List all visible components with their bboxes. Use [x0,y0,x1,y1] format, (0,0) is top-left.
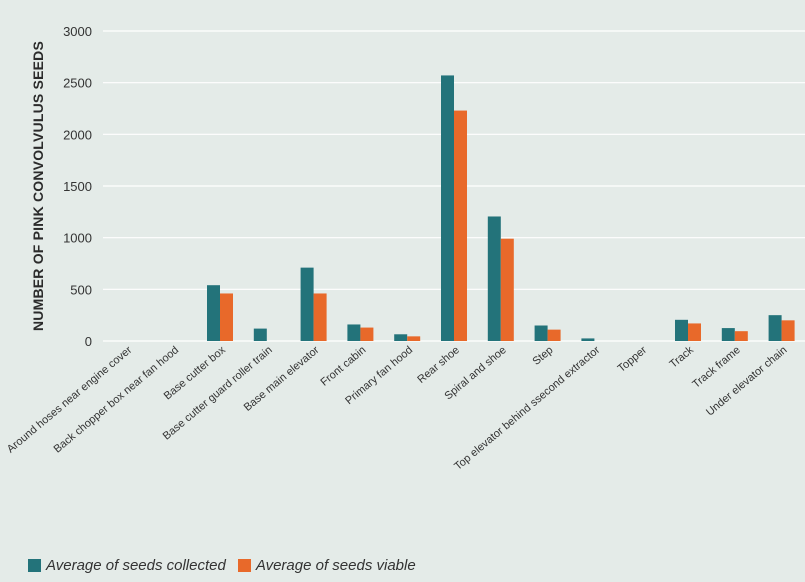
bar-collected-14 [768,315,782,341]
bar-viable-13 [734,331,748,341]
y-tick-label: 2000 [63,127,92,142]
bar-viable-6 [407,336,421,341]
legend: Average of seeds collected Average of se… [28,557,422,574]
bar-collected-6 [394,334,408,341]
bar-viable-9 [547,329,561,341]
y-tick-label: 3000 [63,24,92,39]
y-tick-label: 1500 [63,179,92,194]
legend-swatch-collected [28,559,41,572]
bar-collected-8 [487,216,501,341]
bar-collected-3 [253,328,267,341]
y-tick-label: 0 [85,334,92,349]
bar-collected-2 [207,285,220,341]
x-category-label: Rear shoe [415,344,462,386]
bar-collected-4 [300,267,314,341]
bar-collected-13 [721,328,735,341]
bar-viable-2 [220,293,233,341]
x-category-label: Under elevator chain [704,344,789,418]
bar-viable-14 [781,320,795,341]
bar-collected-9 [534,325,548,341]
bar-viable-4 [313,293,327,341]
y-axis-ticks: 0 500 1000 1500 2000 2500 3000 [63,24,92,349]
legend-entry-collected: Average of seeds collected [28,557,226,574]
legend-label-viable: Average of seeds viable [255,557,416,574]
x-category-label: Topper [616,344,650,375]
bar-viable-8 [500,238,514,341]
bar-collected-5 [347,324,361,341]
bar-viable-5 [360,327,374,341]
y-tick-label: 500 [70,282,92,297]
bar-viable-7 [454,110,467,341]
y-tick-label: 2500 [63,76,92,91]
x-category-label: Track [667,344,696,371]
legend-label-collected: Average of seeds collected [46,557,226,574]
y-tick-label: 1000 [63,231,92,246]
bar-collected-12 [675,319,688,341]
bar-viable-12 [688,323,701,341]
y-axis-label: NUMBER OF PINK CONVOLVULUS SEEDS [30,41,46,331]
bars [207,75,795,341]
legend-swatch-viable [237,559,251,572]
bar-collected-7 [441,75,454,341]
bar-collected-10 [581,338,595,341]
x-category-label: Top elevator behind ssecond extractor [452,344,602,473]
x-category-label: Step [530,344,555,368]
legend-entry-viable: Average of seeds viable [237,557,416,574]
